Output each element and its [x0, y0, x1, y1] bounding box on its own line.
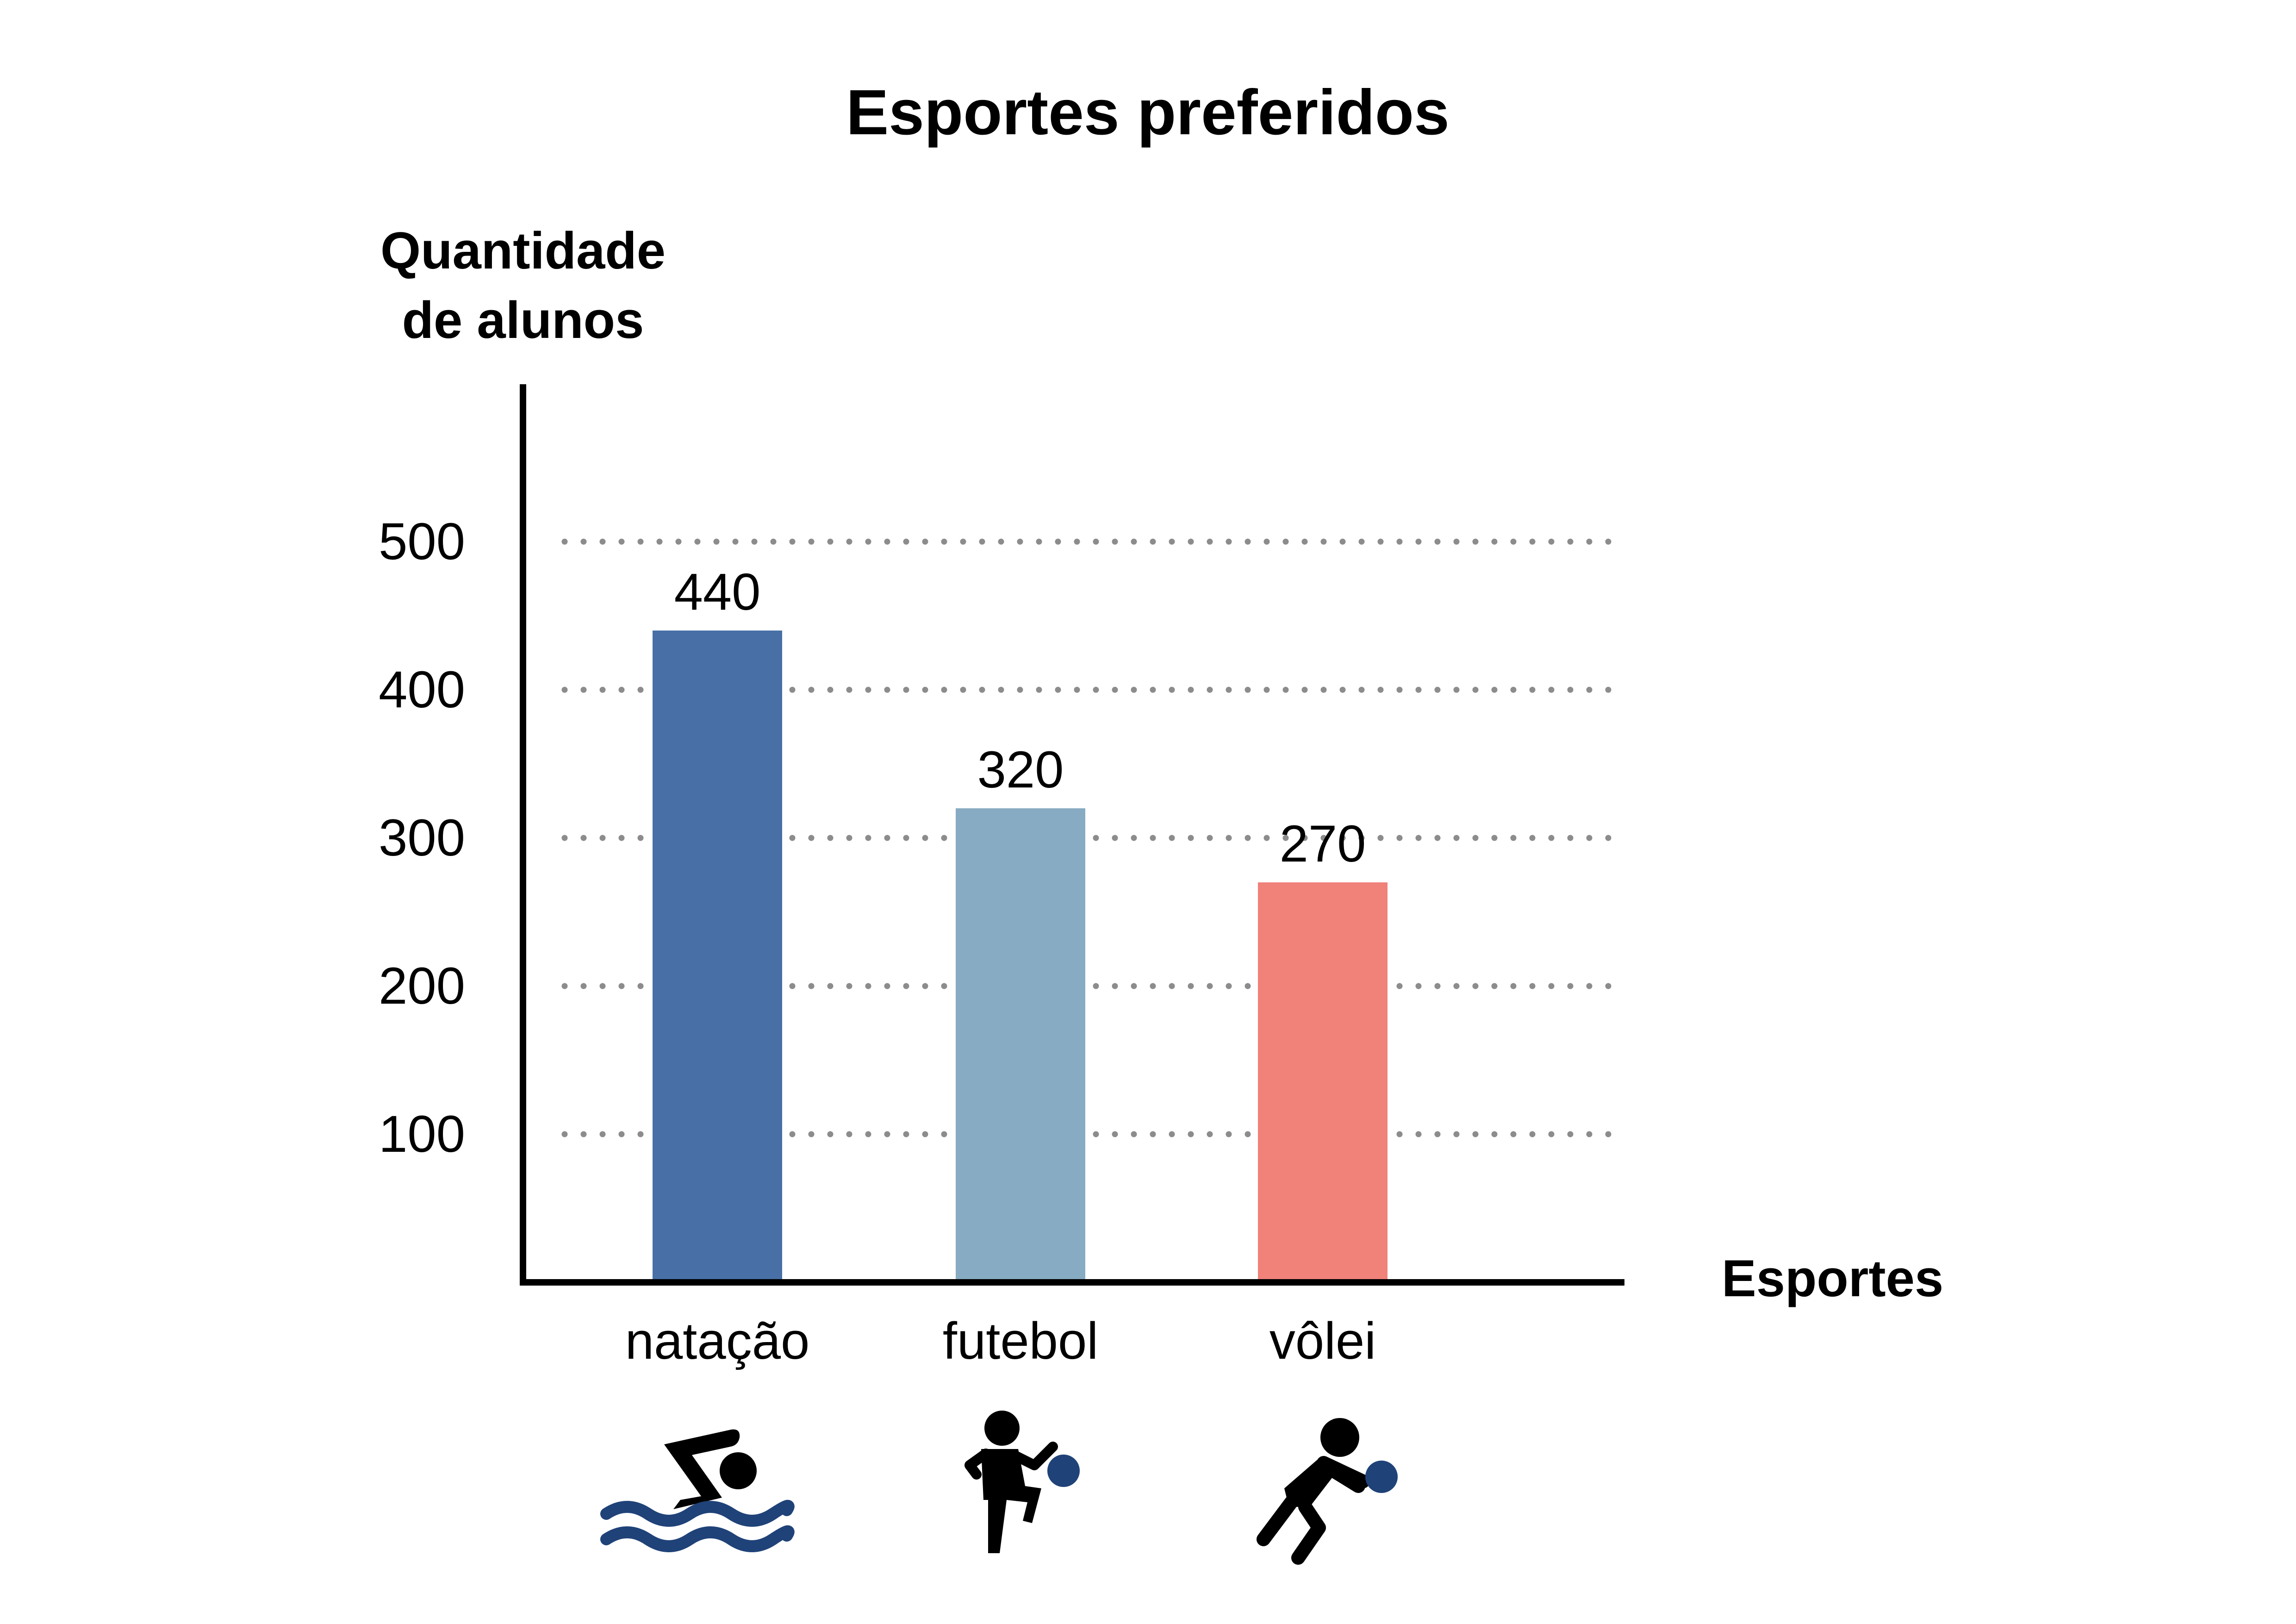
volleyball-player-icon	[1257, 1418, 1398, 1565]
category-label: vôlei	[1269, 1312, 1376, 1370]
chart-title: Esportes preferidos	[846, 77, 1450, 148]
data-label: 270	[1280, 815, 1366, 873]
swimmer-wave	[600, 1525, 795, 1552]
y-tick-labels: 100 200 300 400 500	[379, 512, 465, 1163]
data-label: 320	[977, 741, 1064, 799]
swimmer-head	[720, 1452, 757, 1489]
y-tick-label: 100	[379, 1105, 465, 1163]
category-label: futebol	[943, 1312, 1098, 1370]
soccer-player-head	[984, 1411, 1020, 1446]
y-tick-label: 200	[379, 957, 465, 1015]
data-labels: 440 320 270	[674, 563, 1366, 873]
y-axis-label-line2: de alunos	[402, 291, 644, 349]
swimmer-icon	[600, 1429, 795, 1552]
swimmer-body	[664, 1429, 740, 1509]
volleyball-ball	[1365, 1461, 1398, 1493]
volleyball-player-torso	[1284, 1458, 1333, 1507]
y-axis-label-line1: Quantidade	[380, 222, 666, 280]
axes	[520, 384, 1624, 1286]
swimmer-wave	[600, 1500, 795, 1527]
gridlines	[561, 538, 1628, 1137]
soccer-player-arm	[964, 1442, 1058, 1480]
volleyball-player-head	[1320, 1418, 1359, 1457]
y-tick-label: 500	[379, 512, 465, 570]
category-labels: natação futebol vôlei	[625, 1312, 1376, 1370]
x-axis-label: Esportes	[1722, 1249, 1943, 1307]
bars	[653, 631, 1388, 1282]
soccer-ball	[1047, 1455, 1080, 1487]
category-label: natação	[625, 1312, 810, 1370]
volleyball-player-limbs	[1257, 1456, 1370, 1565]
bar-futebol	[956, 808, 1085, 1282]
bar-vôlei	[1258, 882, 1388, 1282]
y-tick-label: 400	[379, 661, 465, 718]
soccer-player-icon	[964, 1411, 1080, 1553]
data-label: 440	[674, 563, 761, 621]
bar-natação	[653, 631, 782, 1282]
y-tick-label: 300	[379, 809, 465, 867]
soccer-player-body	[981, 1449, 1041, 1553]
